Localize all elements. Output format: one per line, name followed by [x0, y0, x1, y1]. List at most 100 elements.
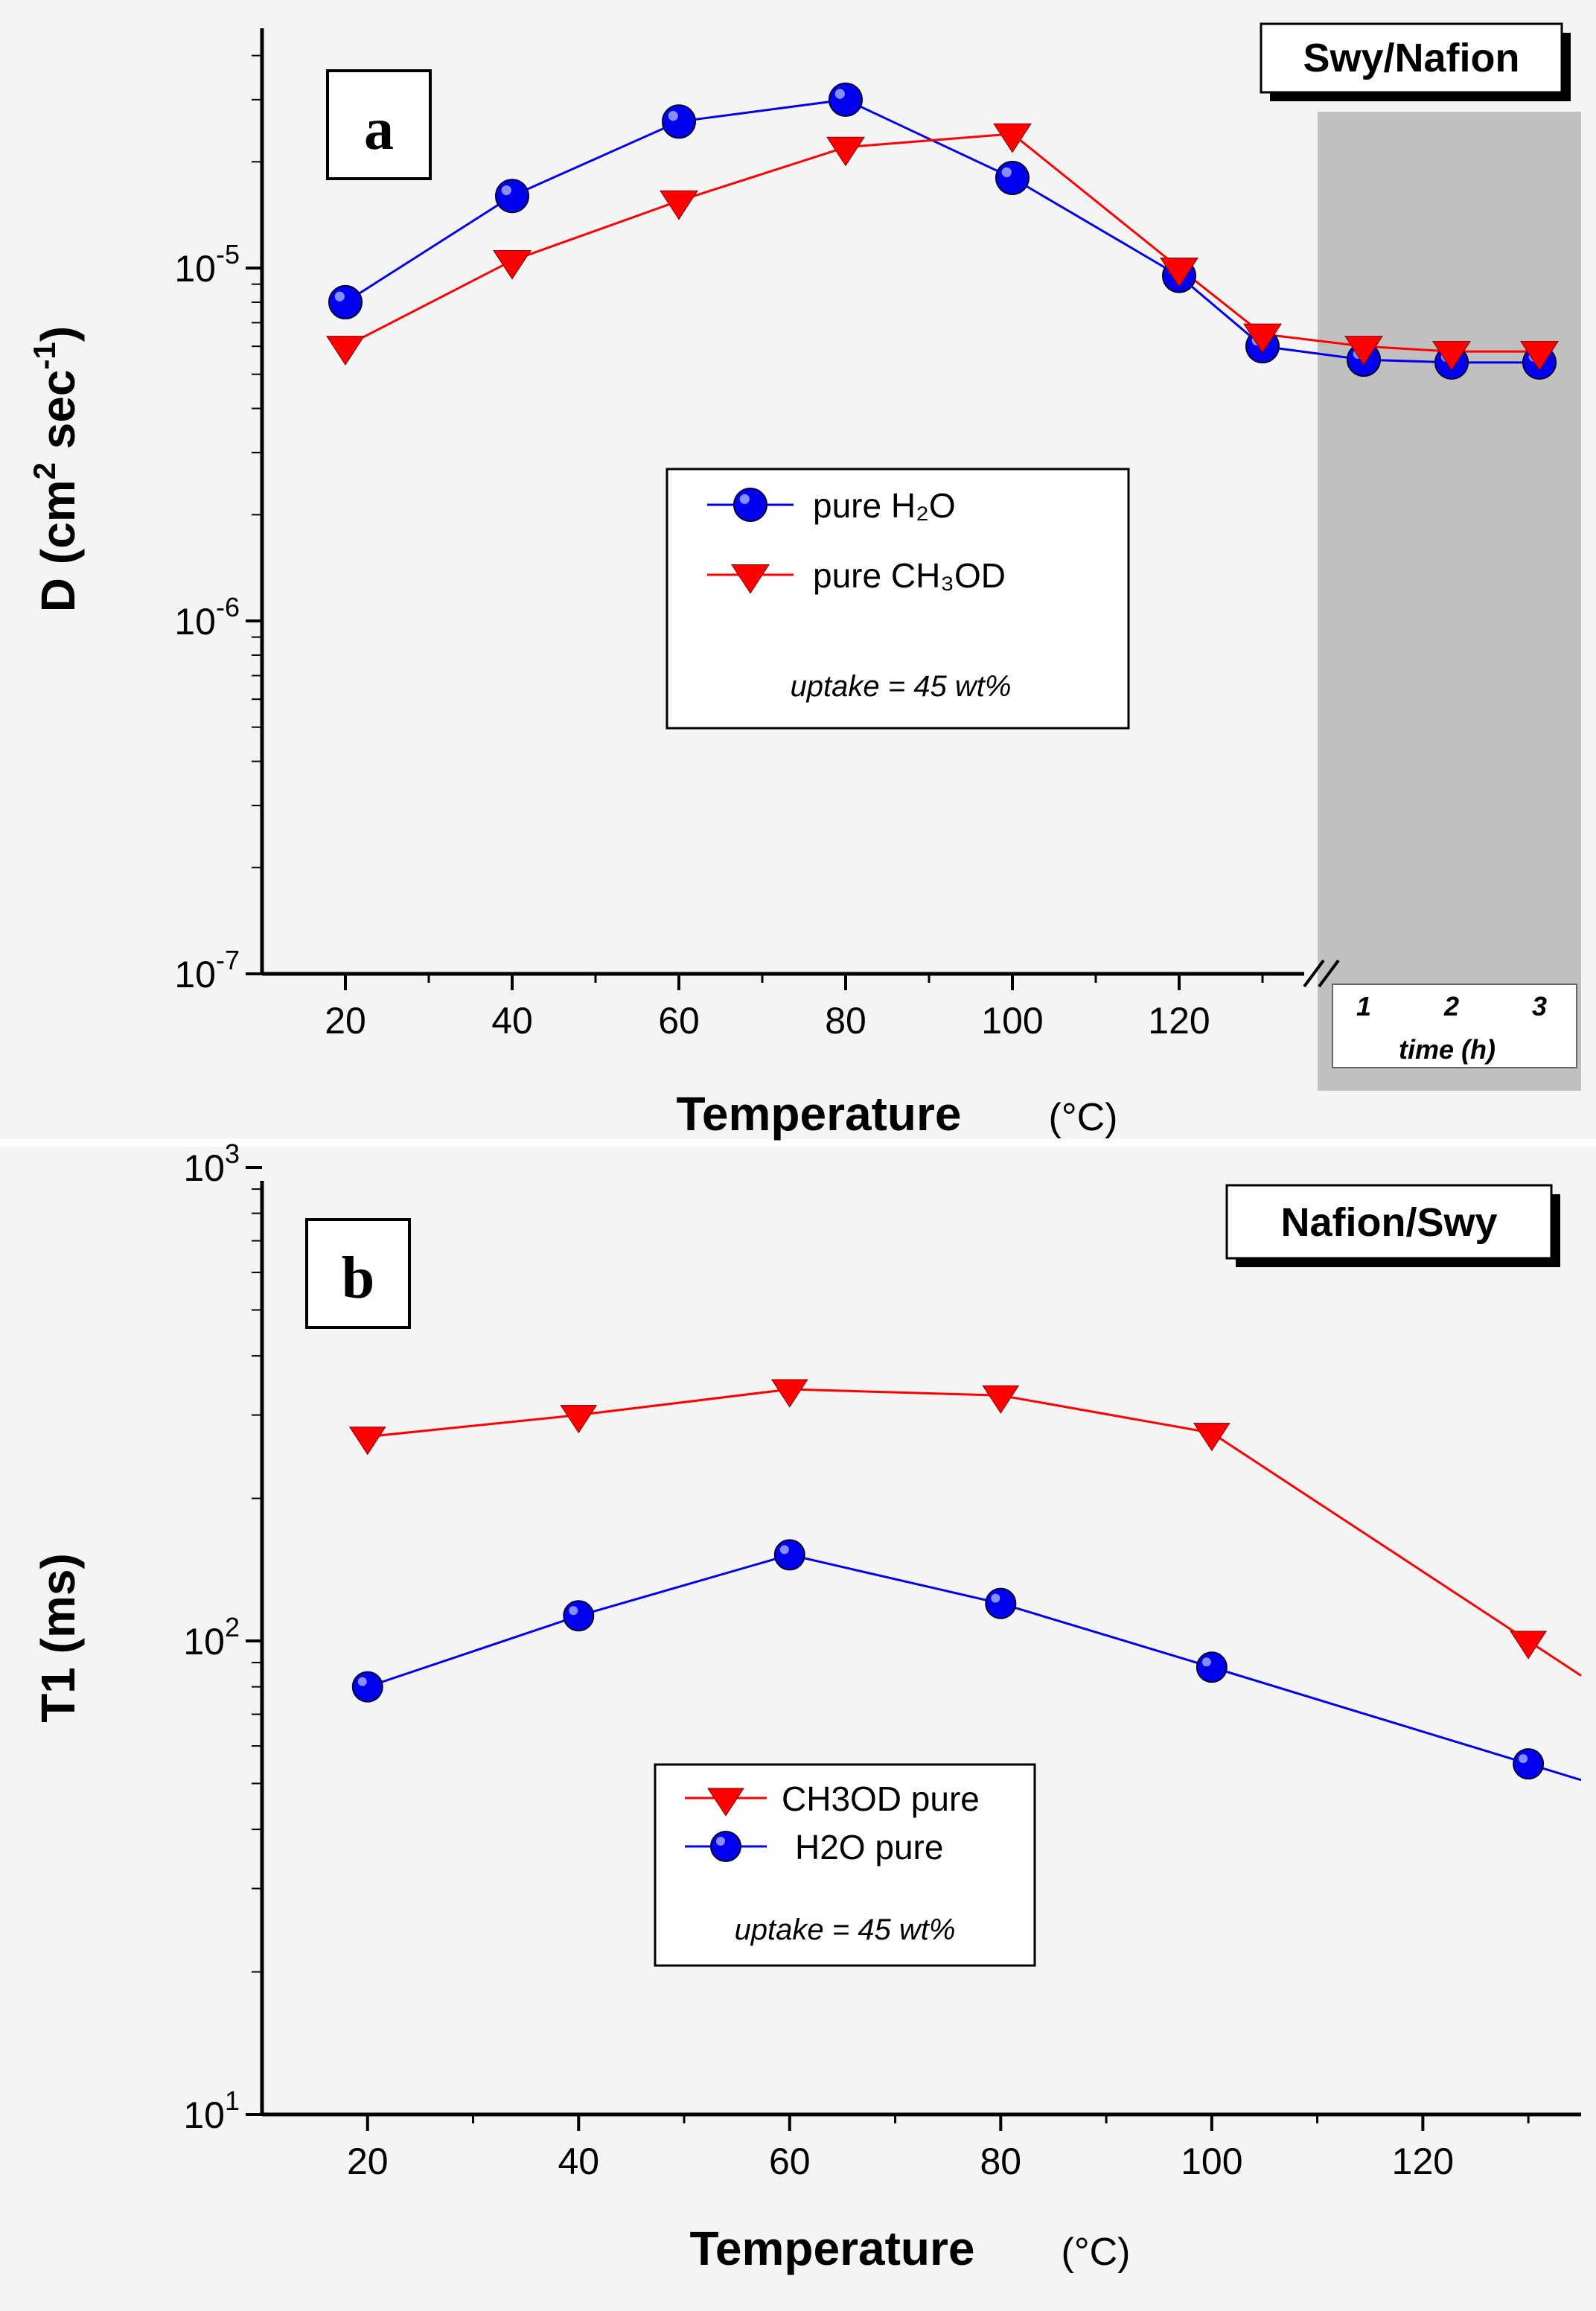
data-point-h2o — [773, 1539, 805, 1571]
y-tick-label: 10-7 — [174, 945, 240, 995]
time-tick-label: 1 — [1356, 991, 1371, 1021]
svg-text:D (cm2 sec-1): D (cm2 sec-1) — [27, 326, 85, 612]
x-tick-label: 100 — [1181, 2141, 1242, 2182]
legend-marker-highlight — [739, 494, 750, 504]
x-tick-label: 100 — [981, 1000, 1043, 1042]
time-axis-ticks: 1 2 3 — [1356, 991, 1547, 1021]
panel-letter-box — [305, 1218, 411, 1329]
data-point-ch3od — [1193, 1423, 1230, 1452]
data-point-ch3od — [326, 336, 365, 366]
data-point-h2o-highlight — [1519, 1754, 1528, 1764]
time-region-shade — [1318, 112, 1581, 1091]
data-point-h2o-highlight — [357, 1677, 367, 1686]
data-point-h2o — [995, 161, 1030, 196]
panel-letter-box — [326, 69, 432, 180]
x-tick-label: 40 — [491, 1000, 533, 1042]
data-point-h2o-highlight — [1201, 1657, 1211, 1667]
data-point-h2o-highlight — [991, 1593, 1000, 1603]
legend-marker — [707, 1788, 744, 1817]
x-tick-label: 60 — [658, 1000, 700, 1042]
tag-box — [1225, 1184, 1553, 1260]
y-tick-label: 102 — [183, 1612, 240, 1663]
panel-b-background — [0, 1147, 1596, 2311]
panel-a-ticks: 20 40 60 80 100 120 10-7 10-6 10-5 — [174, 54, 1264, 1042]
x-tick-label: 120 — [1392, 2141, 1454, 2182]
x-tick-label: 20 — [325, 1000, 366, 1042]
axis-break-mark — [1303, 959, 1325, 988]
x-axis-label: Temperature — [690, 2222, 975, 2275]
data-point-ch3od — [770, 1379, 808, 1408]
uptake-note: uptake = 45 wt% — [791, 670, 1012, 703]
legend-label-h2o: H2O pure — [795, 1828, 943, 1867]
time-tick-label: 3 — [1532, 991, 1547, 1021]
series-line-ch3od — [345, 133, 1539, 353]
data-point-h2o-highlight — [1001, 167, 1012, 177]
data-point-h2o — [662, 104, 696, 139]
panel-b-markers — [348, 1379, 1548, 1780]
data-point-h2o — [328, 284, 363, 319]
x-tick-label: 80 — [825, 1000, 866, 1042]
legend-label-ch3od: pure CH₃OD — [813, 556, 1006, 595]
data-point-ch3od — [493, 249, 532, 280]
series-line-h2o — [345, 98, 1539, 364]
data-point-h2o — [1513, 1748, 1545, 1780]
y-tick-label: 101 — [183, 2085, 240, 2136]
data-point-h2o-highlight — [668, 111, 678, 121]
data-point-ch3od — [993, 123, 1032, 153]
data-point-ch3od — [1432, 341, 1471, 371]
tag-label: Swy/Nafion — [1303, 36, 1519, 80]
x-tick-label: 120 — [1148, 1000, 1210, 1042]
legend-marker-h2o — [733, 488, 767, 522]
time-axis-box — [1332, 984, 1577, 1068]
data-point-h2o — [985, 1587, 1017, 1619]
data-point-ch3od — [660, 190, 698, 220]
x-tick-label: 40 — [558, 2141, 599, 2182]
legend-marker-ch3od — [731, 564, 770, 594]
data-point-h2o-highlight — [779, 1545, 789, 1555]
tag-box — [1260, 22, 1563, 94]
data-point-ch3od — [1510, 1631, 1548, 1660]
panel-letter: a — [364, 97, 394, 162]
axis-break-mark — [1318, 959, 1340, 988]
legend-label-h2o: pure H₂O — [813, 486, 956, 525]
y-axis-label: D (cm2 sec-1) — [27, 326, 85, 612]
x-axis-unit: (°C) — [1062, 2231, 1131, 2274]
legend-label-ch3od: CH3OD pure — [782, 1779, 980, 1818]
x-tick-label: 80 — [980, 2141, 1022, 2182]
data-point-h2o-highlight — [569, 1606, 578, 1616]
data-point-h2o-highlight — [501, 185, 511, 196]
panel-a-series-lines — [345, 98, 1539, 364]
time-axis-label: time (h) — [1399, 1034, 1496, 1065]
x-tick-label: 60 — [769, 2141, 811, 2182]
data-point-ch3od — [826, 136, 865, 167]
data-point-h2o-highlight — [334, 291, 345, 302]
tag-label: Nafion/Swy — [1280, 1200, 1497, 1245]
data-point-ch3od — [560, 1405, 598, 1434]
data-point-h2o-highlight — [834, 89, 845, 99]
panel-a-markers — [326, 82, 1559, 380]
legend-marker — [733, 488, 767, 522]
data-point-h2o — [351, 1671, 383, 1703]
x-axis-unit: (°C) — [1049, 1096, 1118, 1139]
x-tick-label: 20 — [347, 2141, 389, 2182]
panel-letter: b — [342, 1246, 375, 1311]
legend-marker — [710, 1831, 741, 1862]
data-point-h2o — [563, 1600, 595, 1632]
data-point-ch3od — [348, 1427, 386, 1456]
time-tick-label: 2 — [1443, 991, 1459, 1021]
data-point-ch3od — [1160, 258, 1198, 287]
y-tick-label: 10-5 — [174, 239, 240, 290]
x-axis-label: Temperature — [677, 1087, 962, 1141]
data-point-h2o — [495, 179, 529, 214]
data-point-ch3od — [982, 1385, 1020, 1414]
data-point-h2o — [829, 82, 863, 117]
y-tick-label: 103 — [183, 1138, 240, 1189]
y-axis-label: T1 (ms) — [31, 1553, 85, 1723]
panel-b: 20 40 60 80 100 120 101 102 103 T1 (ms) Temperat… — [31, 1138, 1582, 2275]
uptake-note: uptake = 45 wt% — [735, 1913, 956, 1946]
data-point-ch3od — [1520, 341, 1559, 371]
data-point-ch3od — [1344, 336, 1383, 366]
legend-marker — [731, 564, 770, 594]
data-point-ch3od — [1243, 323, 1282, 354]
